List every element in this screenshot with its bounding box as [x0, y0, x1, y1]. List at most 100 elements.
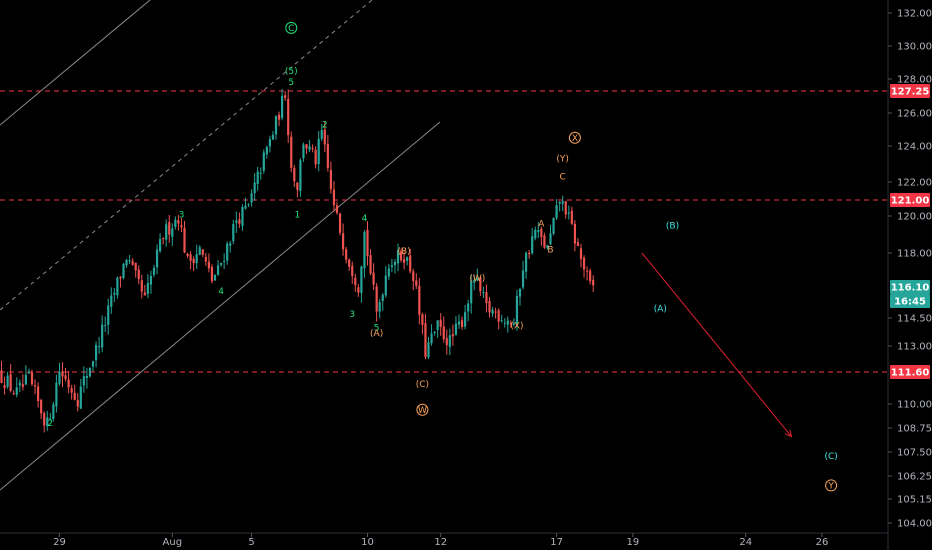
candle-body [427, 342, 430, 358]
candle-body [384, 275, 387, 296]
level-tag-111.60-bg [890, 365, 930, 379]
candle [509, 320, 512, 328]
candle [396, 243, 400, 272]
candle [464, 304, 467, 330]
wave-label-text: (B) [666, 221, 679, 231]
candle-body [67, 379, 70, 388]
candle-body [451, 334, 454, 337]
candle-body [412, 271, 415, 281]
candle-body [250, 193, 253, 203]
candle-body [457, 321, 461, 325]
time-tick-label: 26 [816, 537, 829, 548]
candle [372, 263, 375, 290]
wave-label-text: 2 [322, 121, 328, 131]
candle [387, 264, 390, 280]
candle-body [284, 95, 287, 98]
candle [338, 212, 342, 236]
candle-body [338, 213, 342, 233]
candle-body [281, 95, 284, 119]
candle-body [24, 374, 27, 385]
candle [311, 144, 314, 153]
price-tick-label: 118.00 [897, 249, 932, 260]
candle-body [271, 134, 275, 140]
candle-body [305, 144, 308, 149]
candle [149, 270, 153, 294]
candle-body [372, 272, 375, 285]
candle [253, 173, 256, 201]
wave-label-22: (B) [666, 221, 679, 231]
time-axis[interactable]: 29 Aug 5 10 12 17 19 24 26 [0, 532, 888, 548]
wave-label-11: (B) [397, 247, 410, 257]
price-tick-label: 128.00 [897, 75, 932, 86]
candle [460, 316, 464, 330]
candle-body [375, 286, 378, 312]
candle [390, 258, 393, 273]
candle [192, 256, 195, 272]
candle [479, 277, 482, 296]
candle-body [220, 263, 223, 265]
candle [171, 223, 174, 246]
candle [268, 135, 271, 153]
candle-body [70, 388, 73, 393]
wave-label-18: B [547, 245, 553, 255]
candle-body [88, 368, 92, 377]
candle-body [561, 201, 564, 204]
wave-label-text: X [572, 134, 578, 144]
candle [85, 367, 88, 389]
candle [482, 286, 485, 298]
candle-body [329, 169, 332, 190]
time-tick-label: 10 [361, 537, 374, 548]
candle-body [207, 261, 210, 269]
candle-body [128, 260, 131, 262]
candle-body [393, 261, 397, 266]
wave-label-0: C [285, 21, 298, 34]
candle-body [546, 245, 549, 249]
candle-body [332, 189, 336, 206]
candle-body [415, 280, 418, 286]
candle-body [390, 265, 393, 268]
candle-body [12, 393, 15, 395]
wave-label-16: (X) [510, 321, 523, 331]
candle [470, 274, 473, 314]
candle [284, 90, 287, 101]
candle [332, 181, 336, 212]
candle [567, 205, 570, 220]
candle-body [247, 203, 250, 205]
candle [552, 217, 555, 236]
candle-body [378, 302, 381, 312]
candle-body [107, 305, 110, 325]
candle [165, 219, 168, 247]
candle-body [293, 167, 296, 182]
candle [259, 167, 262, 180]
candle [30, 369, 34, 387]
candle-body [500, 320, 503, 322]
candle-body [171, 228, 174, 237]
candle [43, 411, 46, 433]
candle [140, 274, 143, 299]
candle [369, 249, 372, 276]
candle [393, 258, 397, 274]
candle [500, 314, 503, 323]
candle-body [531, 236, 534, 254]
price-tick-label: 124.00 [897, 142, 932, 153]
projection-arrow [641, 252, 793, 438]
candle [296, 182, 299, 198]
price-axis[interactable]: 132.00 130.00 128.00 126.00 124.00 122.00 120.… [887, 0, 932, 550]
candle [40, 398, 43, 420]
mid-channel-dashed-line [0, 0, 373, 311]
wave-label-text: (A) [370, 329, 383, 339]
candle-body [552, 217, 555, 234]
current-price-tag: 116.10 [890, 280, 930, 294]
candle-body [186, 253, 189, 256]
candle [586, 266, 589, 281]
wave-label-text: 3 [349, 310, 355, 320]
candle-body [274, 116, 278, 135]
level-tag-121.00-text: 121.00 [891, 196, 930, 207]
projection-arrowhead [784, 429, 793, 438]
candle [207, 253, 210, 273]
candle-body [326, 143, 329, 168]
candle [564, 201, 567, 219]
candle [448, 328, 451, 356]
level-tag-127.25-text: 127.25 [891, 87, 930, 98]
